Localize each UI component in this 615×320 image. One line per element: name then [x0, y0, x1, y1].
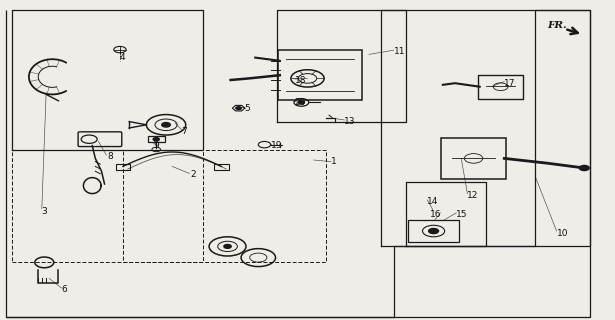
Text: 10: 10 — [557, 229, 568, 238]
Circle shape — [162, 123, 170, 127]
Circle shape — [429, 228, 438, 234]
Text: 9: 9 — [154, 141, 159, 150]
Text: 3: 3 — [41, 207, 47, 216]
Text: 11: 11 — [394, 47, 405, 56]
Text: 13: 13 — [344, 117, 356, 126]
Text: 1: 1 — [331, 157, 336, 166]
Text: 15: 15 — [456, 210, 468, 219]
Text: 7: 7 — [181, 127, 187, 136]
Text: FR.: FR. — [547, 21, 567, 30]
Text: 16: 16 — [430, 210, 442, 219]
Circle shape — [153, 138, 159, 141]
Circle shape — [236, 107, 242, 109]
Text: 17: 17 — [504, 79, 516, 88]
Text: 20: 20 — [294, 98, 305, 107]
Text: 6: 6 — [62, 285, 68, 294]
Text: 4: 4 — [120, 53, 125, 62]
Text: 14: 14 — [427, 197, 438, 206]
Circle shape — [298, 101, 304, 104]
Text: 19: 19 — [271, 141, 282, 150]
Text: 2: 2 — [191, 170, 196, 179]
Text: 8: 8 — [108, 152, 113, 161]
Text: 5: 5 — [245, 104, 250, 113]
Text: 12: 12 — [467, 191, 478, 200]
Circle shape — [224, 244, 231, 248]
Text: 18: 18 — [295, 76, 307, 84]
Circle shape — [579, 165, 589, 171]
